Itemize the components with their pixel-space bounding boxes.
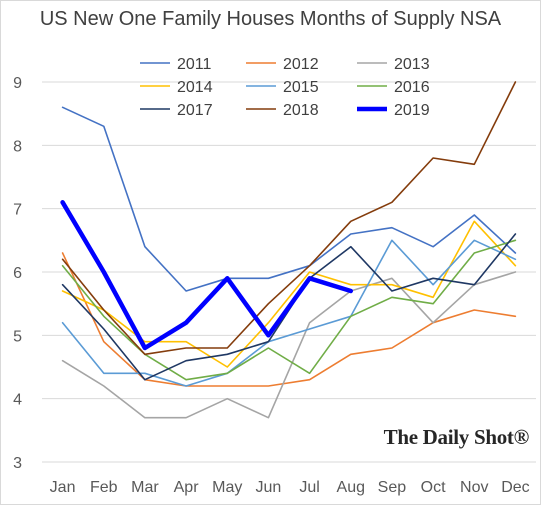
series-line-2015 [61, 239, 517, 387]
x-tick-label: Jun [256, 479, 282, 496]
x-tick-label: May [212, 479, 242, 496]
legend-label-2014: 2014 [177, 79, 213, 96]
y-tick-label: 9 [13, 75, 22, 92]
chart-title: US New One Family Houses Months of Suppl… [39, 8, 502, 30]
legend-label-2019: 2019 [394, 102, 430, 119]
legend-label-2018: 2018 [283, 102, 319, 119]
x-tick-label: Feb [90, 479, 118, 496]
x-tick-label: Sep [378, 479, 407, 496]
watermark-logo: The Daily Shot® [383, 425, 530, 449]
x-tick-label: Aug [337, 479, 365, 496]
x-tick-label: Dec [501, 479, 529, 496]
y-tick-label: 4 [13, 392, 22, 409]
y-tick-label: 5 [13, 328, 22, 345]
x-tick-label: Nov [460, 479, 488, 496]
x-tick-label: Mar [131, 479, 159, 496]
y-tick-label: 8 [13, 138, 22, 155]
x-tick-label: Jul [299, 479, 319, 496]
x-tick-label: Jan [50, 479, 76, 496]
legend-label-2011: 2011 [177, 56, 212, 73]
y-tick-label: 3 [13, 455, 22, 472]
y-tick-label: 6 [13, 265, 22, 282]
legend-label-2017: 2017 [177, 102, 213, 119]
series-line-2011 [61, 106, 517, 292]
legend-label-2012: 2012 [283, 56, 319, 73]
series-line-2019 [60, 200, 354, 351]
x-tick-label: Oct [421, 479, 446, 496]
series-line-2013 [61, 271, 517, 419]
legend-label-2015: 2015 [283, 79, 319, 96]
x-tick-label: Apr [174, 479, 200, 496]
legend-label-2013: 2013 [394, 56, 430, 73]
series-line-2018 [61, 81, 517, 356]
series-line-2014 [61, 220, 517, 368]
y-tick-label: 7 [13, 202, 22, 219]
legend-label-2016: 2016 [394, 79, 430, 96]
